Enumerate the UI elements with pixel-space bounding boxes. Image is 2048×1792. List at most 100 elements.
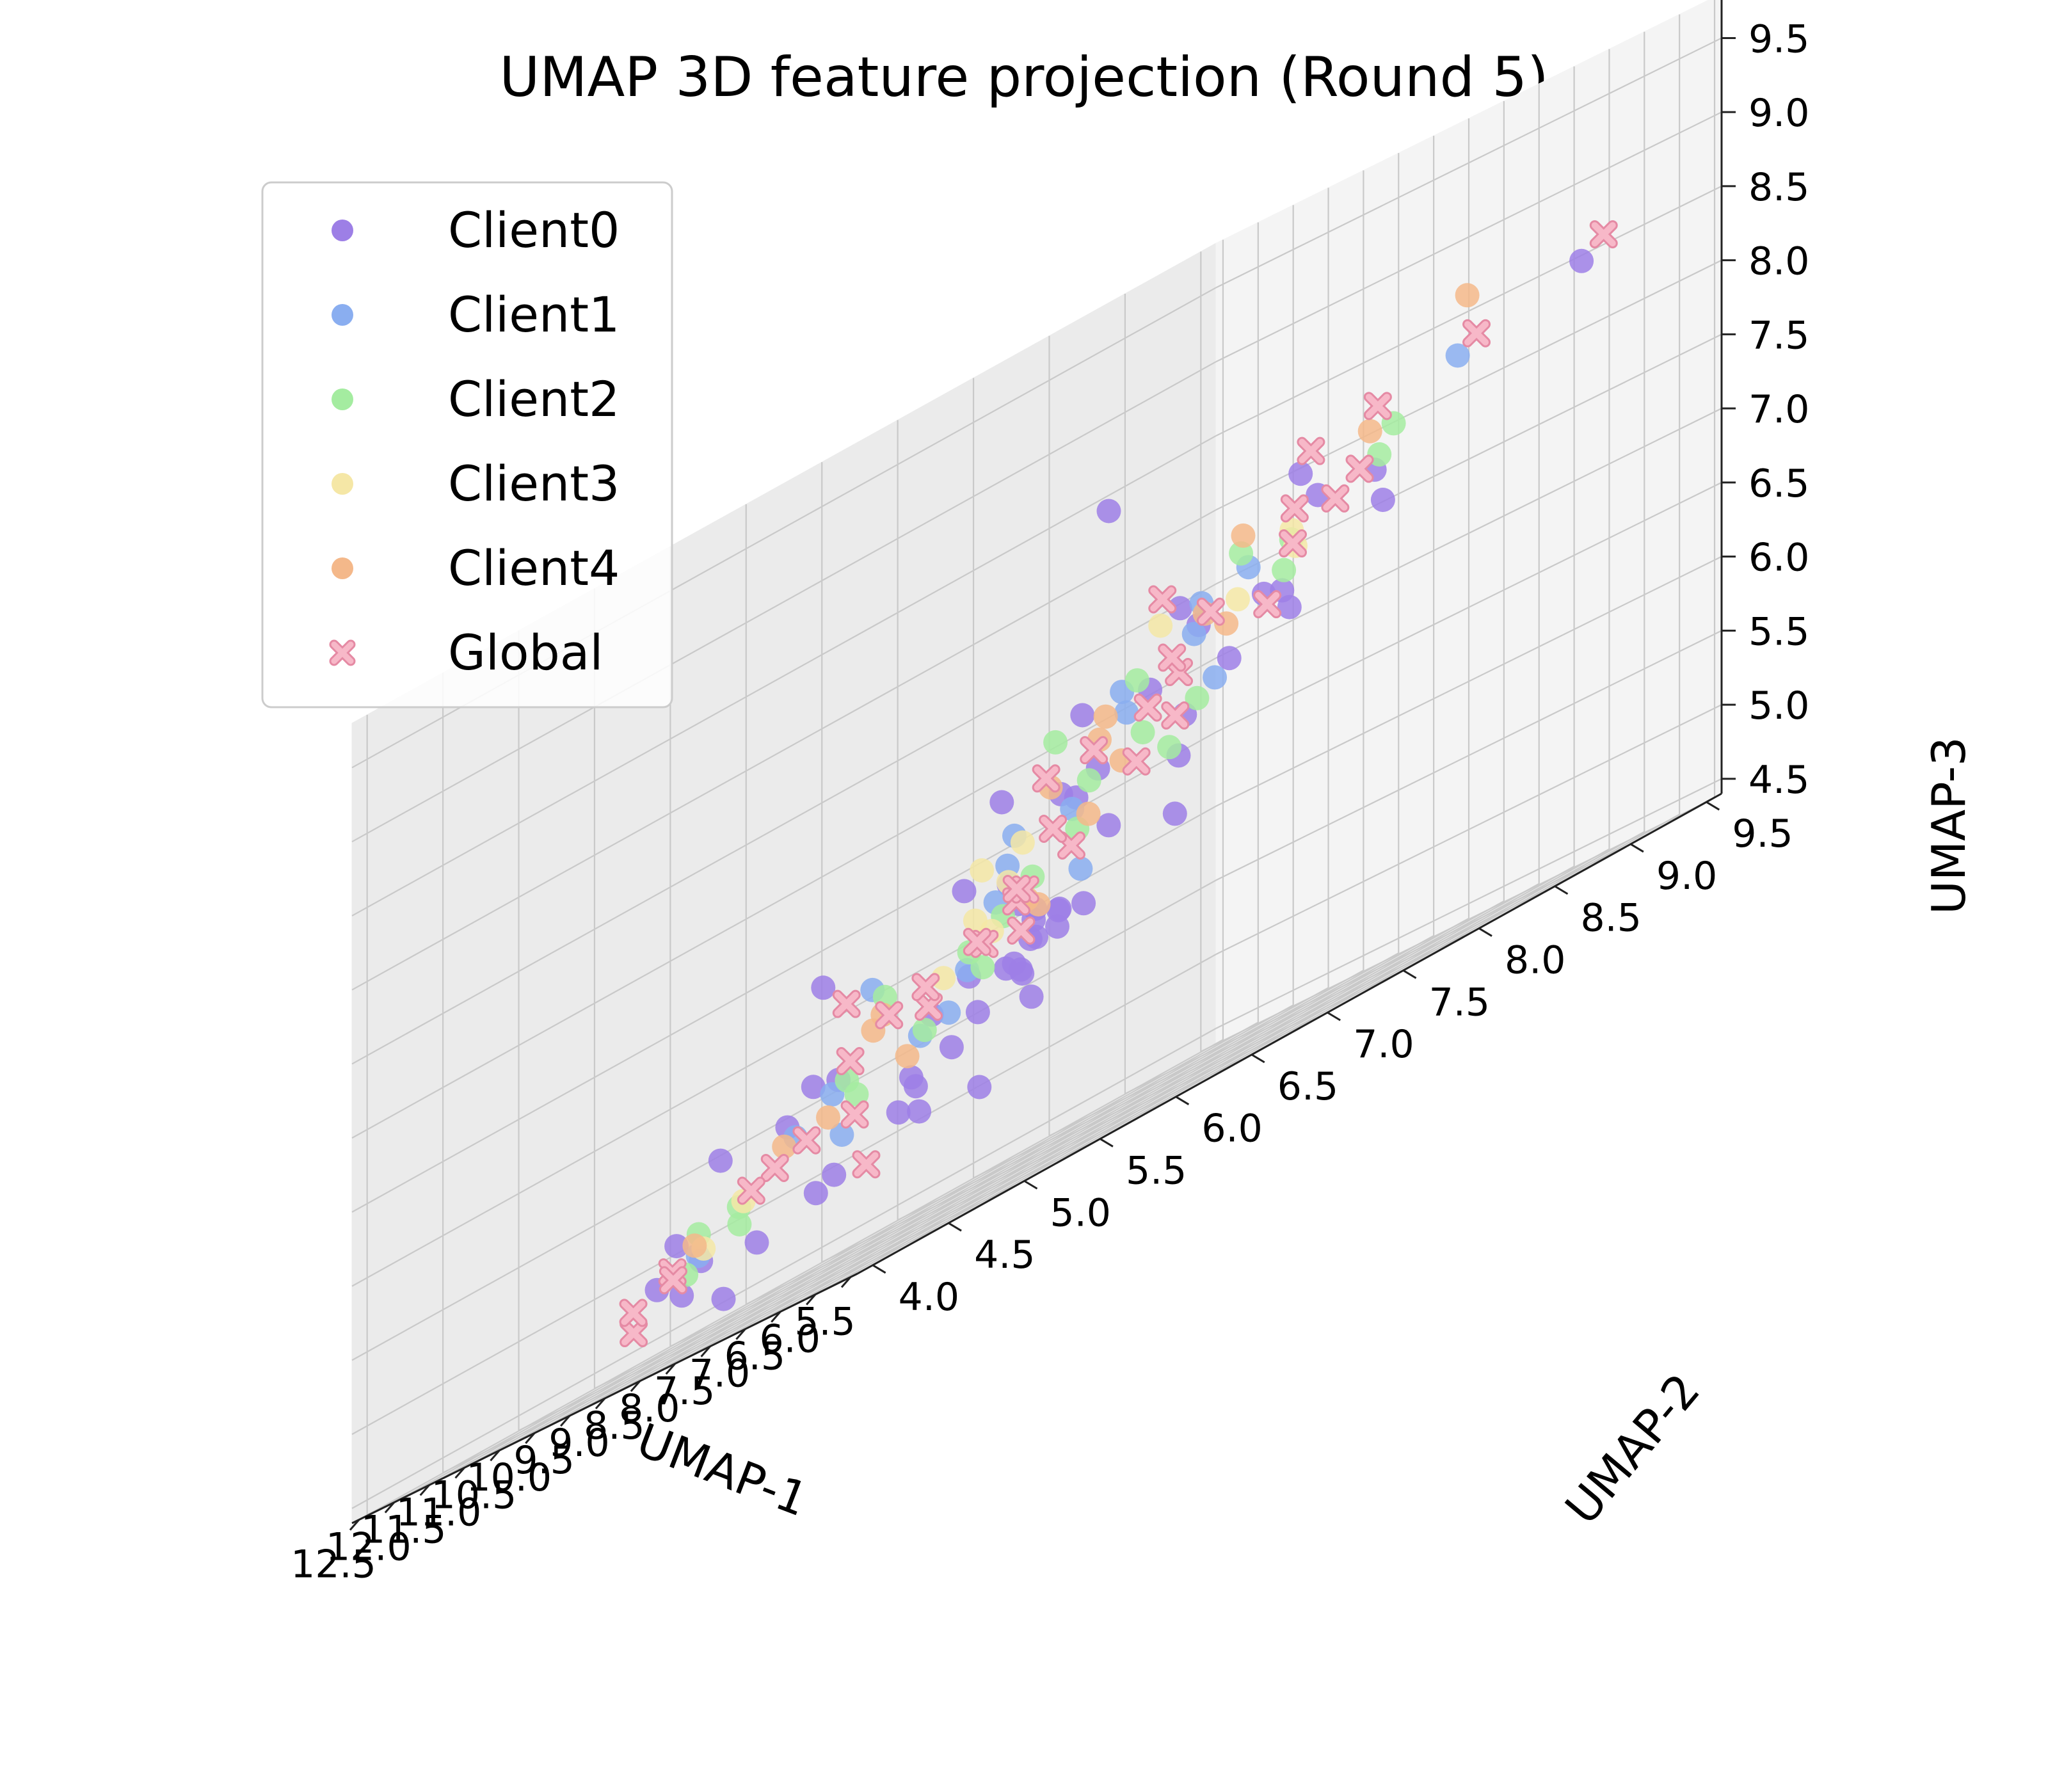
y-tick-mark bbox=[1175, 1096, 1190, 1105]
point-Client0 bbox=[1569, 248, 1594, 273]
global-marker-fill bbox=[621, 1321, 646, 1346]
x-tick-label: 9.5 bbox=[513, 1438, 574, 1483]
global-marker-fill bbox=[964, 929, 989, 954]
global-marker-fill bbox=[1009, 918, 1034, 943]
y-tick-mark bbox=[1327, 1011, 1341, 1021]
global-marker-fill bbox=[1282, 496, 1307, 521]
point-Client0 bbox=[1019, 984, 1044, 1009]
grid-line bbox=[499, 970, 1364, 1452]
grid-line bbox=[594, 1138, 1101, 1389]
global-marker-fill bbox=[1034, 766, 1059, 791]
global-marker-fill bbox=[1160, 645, 1185, 670]
y-tick-mark bbox=[1023, 1180, 1038, 1190]
grid-line bbox=[351, 805, 1217, 1287]
point-Client0 bbox=[1045, 914, 1069, 939]
global-marker-fill bbox=[1041, 816, 1066, 841]
x-tick-label: 11.5 bbox=[361, 1507, 447, 1552]
x-tick-label: 12.5 bbox=[291, 1542, 376, 1587]
z-tick-label: 5.5 bbox=[1748, 609, 1809, 654]
y-tick-label: 6.5 bbox=[1277, 1064, 1338, 1109]
grid-line bbox=[518, 1180, 1025, 1432]
global-marker-fill bbox=[1198, 599, 1223, 624]
point-Client2 bbox=[844, 1082, 869, 1107]
global-marker-fill bbox=[1347, 456, 1372, 481]
x-tick-label: 10.5 bbox=[431, 1473, 517, 1517]
grid-line bbox=[1215, 704, 1722, 956]
x-tick-mark bbox=[560, 1415, 571, 1427]
x-tick-label: 5.5 bbox=[794, 1299, 855, 1344]
global-marker-fill bbox=[913, 975, 938, 1000]
grid-line bbox=[429, 1004, 1294, 1486]
global-marker-fill bbox=[1281, 531, 1306, 556]
grid-line bbox=[358, 1039, 1224, 1521]
z-tick-label: 6.5 bbox=[1748, 461, 1809, 506]
global-marker-fill bbox=[1004, 877, 1029, 902]
global-marker-fill bbox=[1323, 486, 1348, 511]
point-Client0 bbox=[1096, 499, 1121, 524]
x-tick-label: 12.0 bbox=[326, 1525, 412, 1570]
x-tick-label: 8.0 bbox=[619, 1386, 680, 1431]
z-tick-label: 5.0 bbox=[1748, 684, 1809, 728]
global-marker-fill bbox=[834, 991, 859, 1016]
legend-label: Client1 bbox=[448, 286, 620, 343]
grid-line bbox=[351, 361, 1217, 843]
legend-label: Client3 bbox=[448, 455, 620, 512]
x-tick-mark bbox=[630, 1380, 641, 1392]
global-marker-fill bbox=[842, 1102, 867, 1127]
z-tick-label: 8.0 bbox=[1748, 239, 1809, 284]
grid-line bbox=[569, 935, 1434, 1417]
point-Client2 bbox=[1185, 685, 1210, 710]
legend-marker-global-fill bbox=[331, 641, 354, 664]
grid-line bbox=[442, 1222, 949, 1474]
grid-line bbox=[604, 918, 1469, 1399]
grid-line bbox=[744, 848, 1610, 1330]
x-tick-mark bbox=[595, 1398, 606, 1409]
grid-line bbox=[780, 831, 1645, 1313]
grid-line bbox=[351, 954, 1217, 1436]
point-Client0 bbox=[744, 1230, 769, 1255]
grid-line bbox=[973, 927, 1480, 1179]
legend-label: Client4 bbox=[448, 540, 620, 596]
point-Client2 bbox=[1124, 668, 1149, 693]
legend-marker-Client2 bbox=[332, 388, 353, 410]
point-Client4 bbox=[1231, 523, 1256, 548]
grid-line bbox=[710, 865, 1575, 1347]
point-Client0 bbox=[886, 1100, 911, 1125]
point-Client4 bbox=[1093, 704, 1118, 729]
grid-line bbox=[1215, 630, 1722, 881]
z-tick-label: 7.0 bbox=[1748, 387, 1809, 432]
y-tick-mark bbox=[1630, 843, 1644, 853]
y-tick-mark bbox=[1100, 1138, 1114, 1148]
point-Client3 bbox=[931, 966, 956, 991]
point-Client0 bbox=[1217, 646, 1242, 671]
x-tick-mark bbox=[384, 1501, 395, 1514]
legend-label: Client2 bbox=[448, 371, 620, 428]
grid-line bbox=[351, 583, 1217, 1065]
z-tick-label: 9.5 bbox=[1748, 17, 1809, 61]
global-marker-fill bbox=[1163, 703, 1188, 728]
x-tick-mark bbox=[735, 1328, 746, 1340]
grid-line bbox=[351, 1027, 1217, 1509]
y-axis-label: UMAP-2 bbox=[1555, 1364, 1710, 1535]
point-Client2 bbox=[912, 1018, 937, 1043]
point-Client0 bbox=[939, 1035, 964, 1060]
x-tick-mark bbox=[665, 1363, 676, 1375]
point-Client1 bbox=[936, 1000, 961, 1025]
grid-line bbox=[351, 435, 1217, 916]
y-tick-mark bbox=[1402, 970, 1417, 979]
z-tick-label: 4.5 bbox=[1748, 758, 1809, 803]
series-Global bbox=[619, 220, 1618, 1348]
point-Client0 bbox=[811, 975, 836, 1000]
x-tick-label: 11.0 bbox=[396, 1490, 482, 1535]
point-Client0 bbox=[803, 1181, 828, 1206]
x-axis-label: UMAP-1 bbox=[630, 1413, 815, 1527]
grid-line bbox=[639, 900, 1505, 1382]
x-tick-mark bbox=[419, 1484, 430, 1496]
y-tick-mark bbox=[1554, 885, 1569, 895]
grid-line bbox=[394, 1021, 1259, 1503]
y-tick-label: 5.5 bbox=[1126, 1148, 1187, 1193]
y-tick-mark bbox=[1706, 801, 1720, 811]
y-tick-label: 4.0 bbox=[899, 1275, 959, 1320]
x-tick-mark bbox=[806, 1293, 817, 1306]
grid-line bbox=[897, 970, 1404, 1221]
